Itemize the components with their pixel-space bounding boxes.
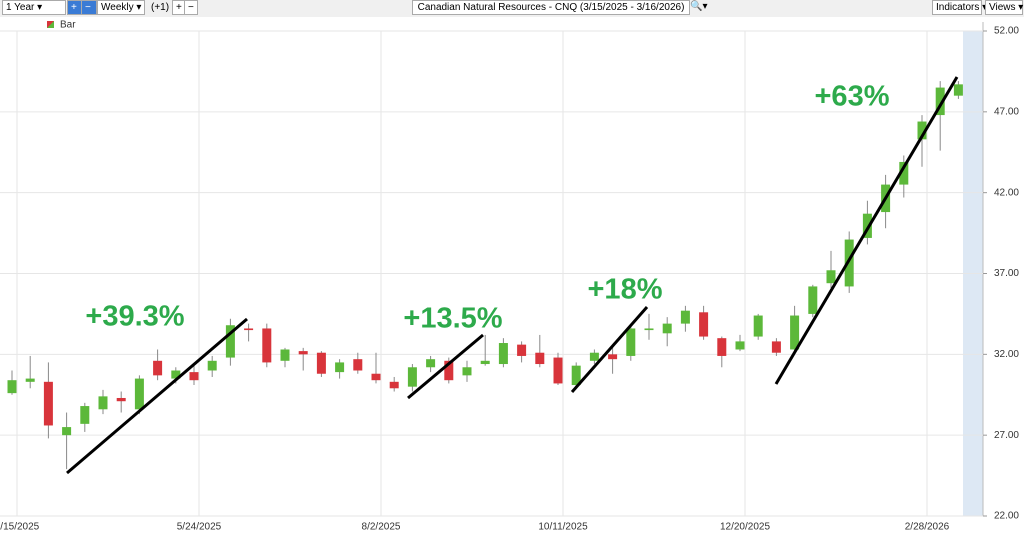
candle-body — [80, 406, 90, 424]
candle-body — [153, 360, 163, 376]
candle-body — [98, 396, 108, 410]
candle-body — [844, 239, 854, 287]
candle-body — [753, 315, 763, 337]
candle-body — [62, 427, 72, 436]
search[interactable]: 🔍▾ — [690, 1, 708, 12]
candle-body — [244, 328, 254, 331]
title: Canadian Natural Resources - CNQ (3/15/2… — [417, 2, 685, 13]
candle-body — [280, 349, 290, 361]
candle-body — [43, 381, 53, 426]
candle-body — [134, 378, 144, 410]
candle-body — [444, 360, 454, 381]
period-select[interactable]: 1 Year ▾ — [2, 0, 66, 15]
trend-lines — [66, 76, 959, 475]
candle-body — [262, 328, 272, 363]
candle-body — [189, 372, 199, 381]
candle-body — [608, 354, 618, 360]
candle-body — [571, 365, 581, 386]
period: 1 Year — [6, 2, 35, 13]
candle-body — [953, 84, 963, 96]
candle-body — [790, 315, 800, 350]
toolbar: 1 Year ▾ + − Weekly ▾ (+1) + − Canadian … — [0, 0, 1024, 17]
candle-body — [480, 360, 490, 365]
candle-body — [862, 213, 872, 238]
trend-line — [66, 317, 248, 475]
candle-body — [389, 381, 399, 389]
candle-body — [935, 87, 945, 116]
candle-body — [498, 343, 508, 365]
annotation: +13.5% — [403, 303, 502, 335]
candle-body — [298, 351, 308, 355]
candle-body — [7, 380, 17, 394]
candle-body — [225, 325, 235, 358]
views: Views — [989, 2, 1016, 13]
candle-body — [207, 360, 217, 371]
candle-body — [553, 357, 563, 384]
annotation: +63% — [815, 81, 890, 113]
x-tick-label: 8/2/2025 — [362, 522, 401, 533]
candle-body — [462, 367, 472, 376]
indicators: Indicators — [936, 2, 980, 13]
candle-body — [680, 310, 690, 324]
candle-body — [371, 373, 381, 381]
remove[interactable]: − — [184, 0, 198, 15]
x-tick-label: 3/15/2025 — [0, 522, 40, 533]
views-button[interactable]: Views ▾ — [985, 0, 1023, 15]
indicators-button[interactable]: Indicators ▾ — [932, 0, 987, 15]
candle-body — [826, 270, 836, 284]
x-tick-label: 12/20/2025 — [720, 522, 770, 533]
trend-line — [570, 306, 649, 393]
candle-body — [899, 161, 909, 185]
trend-line — [774, 76, 959, 385]
candle-body — [662, 323, 672, 334]
zoom-out[interactable]: − — [81, 0, 97, 15]
offset: (+1) — [151, 2, 170, 13]
y-tick-label: 37.00 — [994, 268, 1019, 279]
y-tick-label: 22.00 — [994, 511, 1019, 522]
legend-swatch-up — [47, 21, 54, 28]
candle-body — [335, 362, 345, 373]
candle-body — [644, 328, 654, 331]
interval-select[interactable]: Weekly ▾ — [97, 0, 145, 15]
y-tick-label: 32.00 — [994, 349, 1019, 360]
candle-body — [353, 359, 363, 371]
y-tick-label: 27.00 — [994, 430, 1019, 441]
y-tick-label: 52.00 — [994, 26, 1019, 37]
interval: Weekly — [101, 2, 134, 13]
annotation: +39.3% — [85, 301, 184, 333]
x-tick-label: 5/24/2025 — [177, 522, 222, 533]
chart-title: Canadian Natural Resources - CNQ (3/15/2… — [412, 0, 690, 15]
candle-body — [535, 352, 545, 365]
x-tick-label: 10/11/2025 — [538, 522, 588, 533]
candle-body — [426, 359, 436, 368]
candle-body — [808, 286, 818, 314]
candle-body — [717, 338, 727, 356]
candle-body — [589, 352, 599, 361]
candle-body — [116, 397, 126, 402]
candle-body — [316, 352, 326, 374]
candle-body — [699, 312, 709, 337]
x-tick-label: 2/28/2026 — [905, 522, 950, 533]
candle-body — [735, 341, 745, 350]
candle-body — [407, 367, 417, 387]
candle-body — [917, 121, 927, 140]
candle-body — [25, 378, 35, 382]
candle-body — [517, 344, 527, 356]
trend-line — [407, 333, 484, 400]
chart: Bar 22.00 27.00 32.00 37.00 42.00 47.00 52.00 3… — [0, 17, 1024, 539]
y-tick-label: 47.00 — [994, 106, 1019, 117]
candle-body — [626, 328, 636, 356]
candle-body — [171, 370, 181, 379]
candle-body — [771, 341, 781, 353]
annotation: +18% — [588, 274, 663, 306]
y-tick-label: 42.00 — [994, 187, 1019, 198]
legend-label: Bar — [60, 20, 76, 31]
